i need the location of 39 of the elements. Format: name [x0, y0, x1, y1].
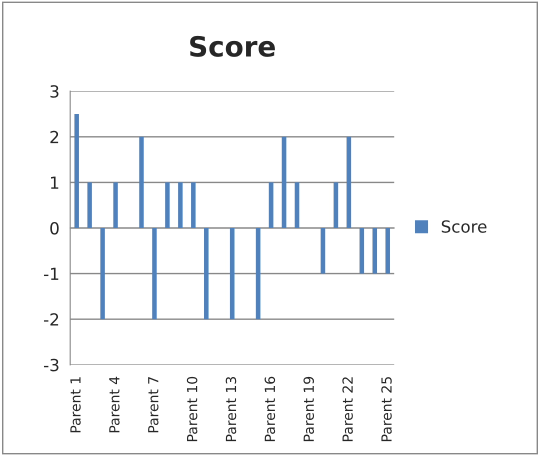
bar [100, 228, 105, 320]
y-tick-label: -2 [44, 313, 58, 326]
x-tick-label: Parent 16 [264, 376, 276, 442]
bar [256, 228, 260, 320]
y-tick-label: 1 [51, 176, 58, 189]
bar [268, 182, 274, 228]
bar [360, 228, 364, 274]
x-tick-label: Parent 22 [342, 377, 353, 442]
bar [165, 182, 170, 228]
y-tick-label: 2 [50, 130, 58, 144]
bar [139, 136, 144, 228]
x-tick-label: Parent 7 [148, 377, 158, 432]
bar [152, 228, 157, 320]
x-tick-label: Parent 10 [186, 376, 198, 442]
bar [372, 228, 378, 274]
bar [294, 182, 300, 228]
bar [230, 228, 234, 320]
bar [191, 182, 196, 228]
y-tick-label: -1 [44, 268, 58, 280]
x-tick-label: Parent 25 [381, 377, 392, 442]
x-tick-label: Parent 4 [109, 376, 120, 432]
bar [74, 114, 79, 228]
bar [385, 228, 390, 274]
chart-title: Score [190, 36, 275, 57]
y-tick-label: -3 [44, 358, 58, 372]
y-tick-label: 0 [50, 222, 59, 235]
bar [87, 182, 92, 228]
bar [320, 228, 326, 274]
bar [282, 136, 286, 228]
bar [178, 182, 183, 228]
bar [346, 136, 352, 228]
bar [113, 182, 118, 228]
bar [334, 182, 338, 228]
y-tick-label: 3 [50, 85, 58, 98]
bar [204, 228, 209, 320]
x-tick-label: Parent 13 [226, 377, 236, 442]
legend-label: Score [442, 220, 486, 233]
x-tick-label: Parent 1 [70, 377, 81, 432]
x-tick-label: Parent 19 [303, 376, 314, 442]
